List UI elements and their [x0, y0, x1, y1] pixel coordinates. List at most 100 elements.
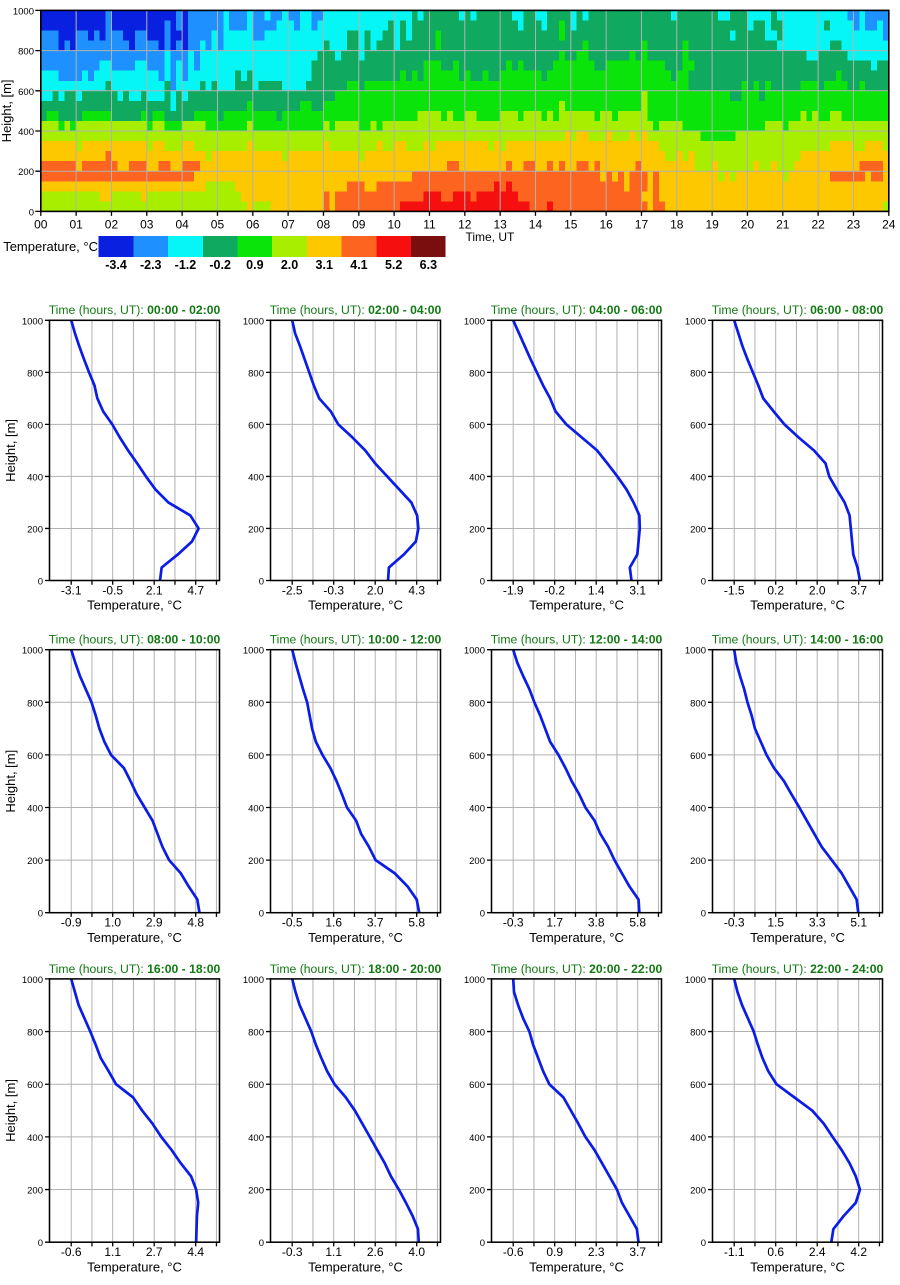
svg-text:Time, UT: Time, UT — [466, 230, 516, 244]
svg-text:800: 800 — [248, 368, 264, 379]
svg-text:200: 200 — [248, 1186, 264, 1197]
svg-text:3.7: 3.7 — [367, 916, 384, 930]
svg-text:Temperature, °C: Temperature, °C — [750, 598, 845, 613]
svg-text:1000: 1000 — [13, 6, 34, 17]
svg-text:400: 400 — [248, 472, 264, 483]
svg-text:Temperature, °C: Temperature, °C — [750, 930, 845, 945]
svg-text:800: 800 — [469, 1028, 485, 1039]
svg-text:600: 600 — [27, 751, 43, 762]
svg-text:Height, [m]: Height, [m] — [3, 419, 18, 482]
svg-text:200: 200 — [248, 524, 264, 535]
svg-text:600: 600 — [690, 751, 706, 762]
svg-text:11: 11 — [423, 218, 436, 232]
svg-text:800: 800 — [248, 698, 264, 709]
svg-text:17: 17 — [635, 218, 649, 232]
svg-text:200: 200 — [469, 1186, 485, 1197]
svg-text:1.7: 1.7 — [546, 916, 563, 930]
svg-text:1000: 1000 — [464, 646, 485, 657]
svg-text:-0.3: -0.3 — [323, 584, 344, 598]
svg-text:-2.5: -2.5 — [282, 584, 303, 598]
svg-text:19: 19 — [705, 218, 719, 232]
svg-text:00: 00 — [34, 218, 48, 232]
svg-text:Time (hours, UT): 20:00 - 22:0: Time (hours, UT): 20:00 - 22:00 — [491, 962, 663, 976]
svg-text:400: 400 — [690, 804, 706, 815]
svg-text:09: 09 — [352, 218, 366, 232]
svg-text:1.0: 1.0 — [104, 916, 121, 930]
svg-text:1000: 1000 — [685, 316, 706, 327]
svg-text:23: 23 — [847, 218, 861, 232]
svg-text:600: 600 — [248, 420, 264, 431]
svg-text:Time (hours, UT): 08:00 - 10:0: Time (hours, UT): 08:00 - 10:00 — [49, 633, 221, 647]
svg-text:Time (hours, UT): 12:00 - 14:0: Time (hours, UT): 12:00 - 14:00 — [491, 633, 663, 647]
svg-text:200: 200 — [248, 856, 264, 867]
svg-text:800: 800 — [469, 368, 485, 379]
svg-text:Time (hours, UT): 06:00 - 08:0: Time (hours, UT): 06:00 - 08:00 — [712, 303, 884, 317]
svg-text:400: 400 — [690, 1133, 706, 1144]
svg-text:5.8: 5.8 — [629, 916, 646, 930]
svg-text:2.0: 2.0 — [809, 584, 826, 598]
svg-text:800: 800 — [690, 368, 706, 379]
svg-text:200: 200 — [27, 1186, 43, 1197]
svg-text:0: 0 — [480, 909, 485, 920]
svg-text:800: 800 — [27, 368, 43, 379]
svg-text:200: 200 — [690, 524, 706, 535]
svg-text:-1.2: -1.2 — [175, 258, 197, 272]
svg-text:03: 03 — [140, 218, 154, 232]
svg-text:3.7: 3.7 — [629, 1245, 646, 1259]
svg-text:600: 600 — [248, 751, 264, 762]
svg-text:-0.3: -0.3 — [503, 916, 524, 930]
svg-text:4.4: 4.4 — [187, 1245, 204, 1259]
svg-text:400: 400 — [27, 472, 43, 483]
svg-text:400: 400 — [469, 472, 485, 483]
svg-text:08: 08 — [317, 218, 331, 232]
svg-text:800: 800 — [690, 698, 706, 709]
svg-text:12: 12 — [458, 218, 472, 232]
svg-text:5.2: 5.2 — [385, 258, 402, 272]
svg-text:Time (hours, UT): 00:00 - 02:0: Time (hours, UT): 00:00 - 02:00 — [49, 303, 221, 317]
svg-text:4.2: 4.2 — [850, 1245, 867, 1259]
svg-text:800: 800 — [690, 1028, 706, 1039]
svg-text:Temperature, °C: Temperature, °C — [3, 239, 98, 254]
svg-text:400: 400 — [690, 472, 706, 483]
svg-text:200: 200 — [18, 167, 34, 178]
svg-text:13: 13 — [493, 218, 507, 232]
svg-text:Temperature, °C: Temperature, °C — [87, 1259, 182, 1274]
svg-text:400: 400 — [18, 127, 34, 138]
svg-text:Height, [m]: Height, [m] — [3, 1079, 18, 1142]
svg-text:200: 200 — [690, 1186, 706, 1197]
svg-text:4.8: 4.8 — [187, 916, 204, 930]
svg-text:0.6: 0.6 — [767, 1245, 784, 1259]
svg-text:1000: 1000 — [22, 975, 43, 986]
svg-text:600: 600 — [690, 1080, 706, 1091]
svg-text:02: 02 — [105, 218, 119, 232]
svg-text:2.3: 2.3 — [588, 1245, 605, 1259]
svg-text:400: 400 — [469, 804, 485, 815]
svg-text:800: 800 — [27, 698, 43, 709]
svg-text:1000: 1000 — [243, 975, 264, 986]
svg-text:Time (hours, UT): 10:00 - 12:0: Time (hours, UT): 10:00 - 12:00 — [270, 633, 442, 647]
svg-text:4.0: 4.0 — [408, 1245, 425, 1259]
svg-text:0.9: 0.9 — [546, 1245, 563, 1259]
svg-text:0.9: 0.9 — [246, 258, 263, 272]
svg-text:0: 0 — [480, 577, 485, 588]
svg-text:Time (hours, UT): 22:00 - 24:0: Time (hours, UT): 22:00 - 24:00 — [712, 962, 884, 976]
svg-text:0: 0 — [480, 1238, 485, 1249]
svg-text:05: 05 — [211, 218, 225, 232]
svg-text:1.6: 1.6 — [325, 916, 342, 930]
svg-text:200: 200 — [469, 856, 485, 867]
svg-text:800: 800 — [18, 47, 34, 58]
svg-text:3.1: 3.1 — [316, 258, 333, 272]
svg-text:-0.3: -0.3 — [282, 1245, 303, 1259]
svg-text:-0.2: -0.2 — [544, 584, 565, 598]
svg-text:400: 400 — [248, 804, 264, 815]
svg-text:Time (hours, UT): 02:00 - 04:0: Time (hours, UT): 02:00 - 04:00 — [270, 303, 442, 317]
svg-text:0: 0 — [701, 909, 706, 920]
svg-text:-0.5: -0.5 — [102, 584, 123, 598]
svg-text:600: 600 — [469, 751, 485, 762]
svg-text:1.1: 1.1 — [325, 1245, 342, 1259]
svg-text:Height, [m]: Height, [m] — [3, 750, 18, 813]
svg-text:2.1: 2.1 — [146, 584, 163, 598]
svg-text:4.3: 4.3 — [408, 584, 425, 598]
svg-text:3.7: 3.7 — [850, 584, 867, 598]
svg-text:3.8: 3.8 — [588, 916, 605, 930]
